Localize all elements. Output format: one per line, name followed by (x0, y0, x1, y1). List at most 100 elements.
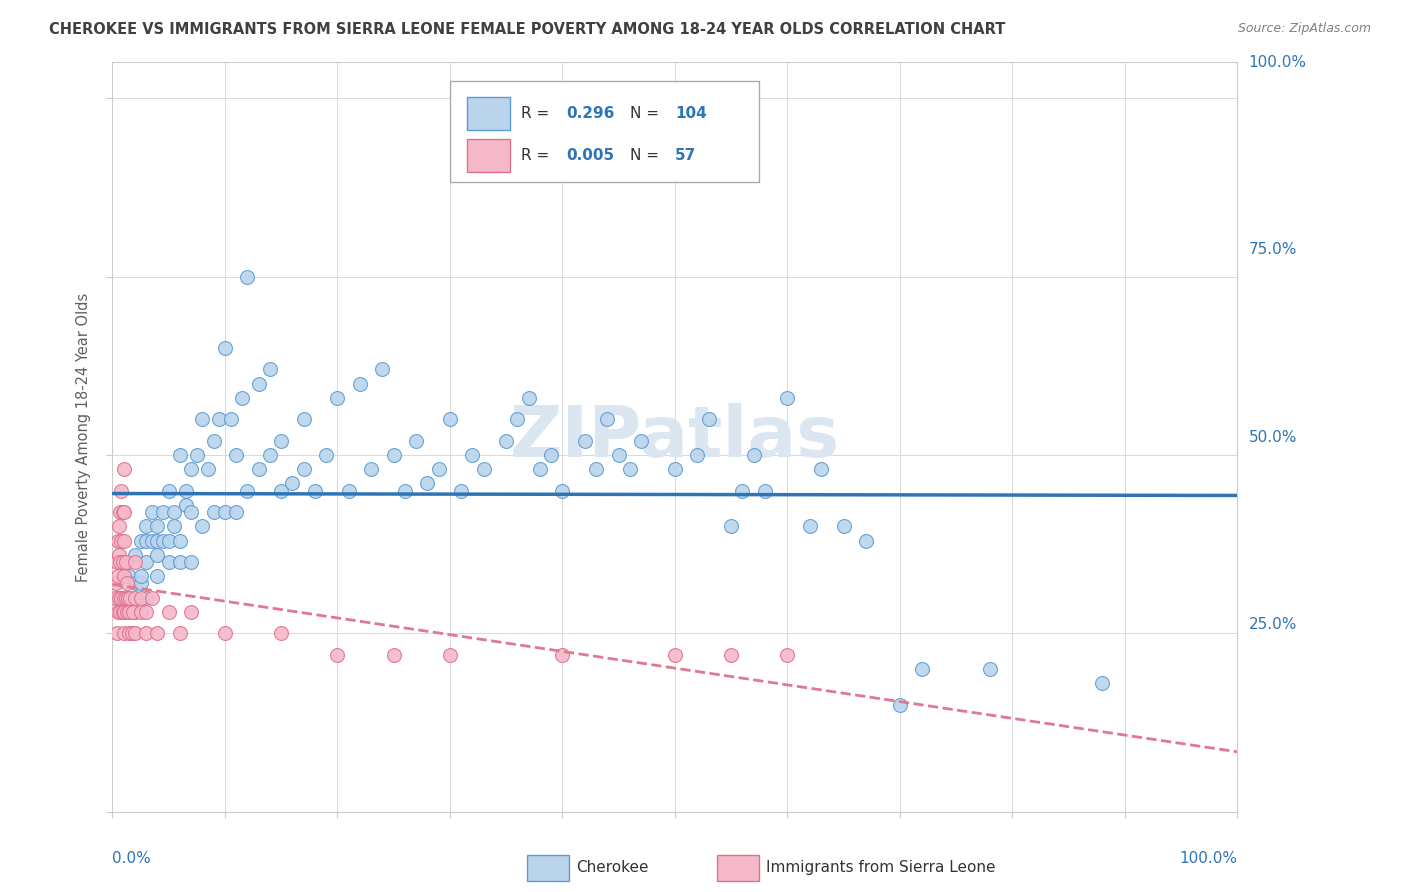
Point (270, 434, 292, 448)
Point (129, 576, 152, 591)
Text: 100.0%: 100.0% (1249, 55, 1306, 70)
Point (360, 462, 382, 476)
Point (163, 505, 186, 519)
Point (540, 448, 562, 462)
Point (405, 434, 427, 448)
Text: Cherokee: Cherokee (576, 861, 650, 875)
Point (619, 462, 641, 476)
Point (720, 519, 742, 533)
Point (382, 448, 405, 462)
Point (146, 533, 169, 548)
Point (596, 412, 619, 426)
Point (394, 483, 416, 498)
Point (104, 576, 127, 591)
Point (135, 519, 157, 533)
Point (461, 448, 484, 462)
Point (107, 533, 129, 548)
Text: N =: N = (630, 105, 664, 120)
Point (585, 462, 607, 476)
Point (191, 412, 214, 426)
Text: 100.0%: 100.0% (1180, 851, 1237, 865)
Point (108, 591, 131, 605)
Point (135, 555, 157, 569)
Point (110, 505, 132, 519)
FancyBboxPatch shape (467, 138, 509, 171)
Point (157, 533, 180, 548)
Point (157, 605, 180, 619)
Point (141, 505, 163, 519)
Text: 104: 104 (675, 105, 707, 120)
Point (326, 648, 349, 662)
Point (208, 412, 231, 426)
Point (439, 412, 461, 426)
Point (115, 576, 138, 591)
Point (214, 626, 236, 640)
Point (118, 605, 141, 619)
Text: 75.0%: 75.0% (1249, 243, 1296, 257)
Point (124, 548, 146, 562)
Point (214, 341, 236, 355)
Point (112, 605, 135, 619)
Point (146, 626, 169, 640)
Point (120, 591, 142, 605)
Point (146, 519, 169, 533)
Point (107, 569, 129, 583)
Point (202, 505, 225, 519)
Point (720, 648, 742, 662)
Point (108, 548, 131, 562)
Point (517, 391, 540, 405)
Point (117, 591, 139, 605)
Point (551, 483, 574, 498)
Point (697, 412, 720, 426)
Point (152, 533, 174, 548)
Point (124, 591, 146, 605)
Point (118, 626, 141, 640)
Point (686, 448, 709, 462)
Point (112, 505, 135, 519)
Point (110, 605, 132, 619)
Point (169, 626, 191, 640)
Text: ZIPatlas: ZIPatlas (510, 402, 839, 472)
Point (157, 555, 180, 569)
Point (121, 605, 143, 619)
Point (225, 448, 247, 462)
Point (121, 626, 143, 640)
Point (115, 555, 138, 569)
Point (112, 591, 135, 605)
Point (270, 483, 292, 498)
Point (416, 476, 439, 491)
Point (174, 498, 197, 512)
Text: R =: R = (520, 148, 554, 162)
Point (135, 605, 157, 619)
Point (259, 448, 281, 462)
Point (506, 412, 529, 426)
Point (163, 519, 186, 533)
Point (349, 376, 371, 391)
Point (231, 391, 253, 405)
Text: 0.296: 0.296 (565, 105, 614, 120)
Point (112, 462, 135, 476)
Point (180, 462, 202, 476)
Point (124, 555, 146, 569)
Point (214, 505, 236, 519)
Point (104, 591, 127, 605)
Point (450, 483, 472, 498)
Point (979, 662, 1001, 676)
Point (115, 605, 138, 619)
Point (169, 555, 191, 569)
Point (304, 483, 326, 498)
Point (292, 462, 315, 476)
Point (186, 448, 208, 462)
Point (105, 626, 128, 640)
Point (141, 533, 163, 548)
Point (247, 462, 270, 476)
Point (112, 555, 135, 569)
Point (225, 505, 247, 519)
Point (124, 605, 146, 619)
Point (169, 448, 191, 462)
Point (427, 462, 450, 476)
Point (111, 605, 134, 619)
Point (152, 505, 174, 519)
Point (529, 462, 551, 476)
Text: 0.005: 0.005 (565, 148, 614, 162)
